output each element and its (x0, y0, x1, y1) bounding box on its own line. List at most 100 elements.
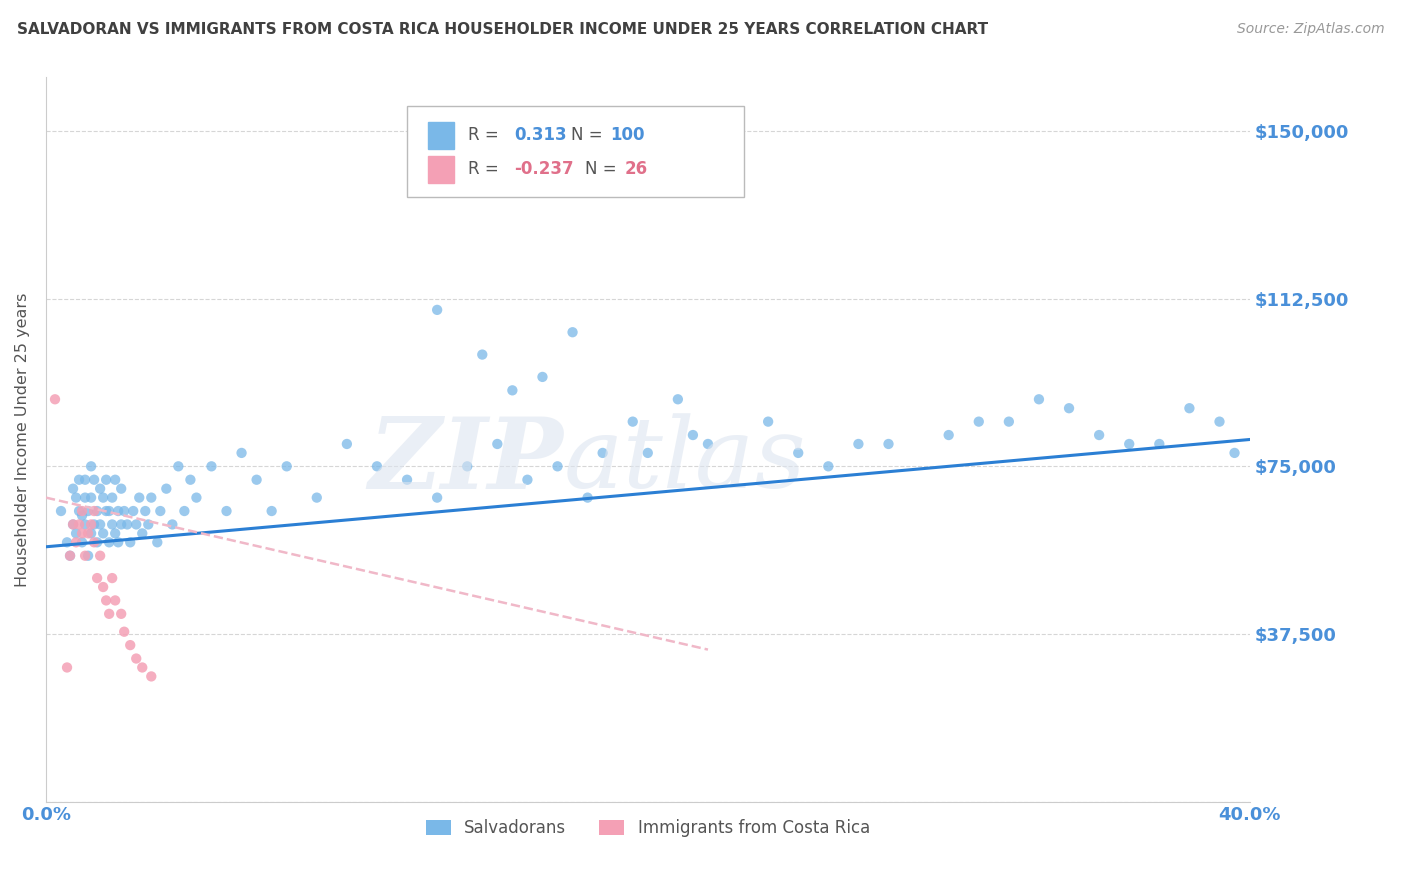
Point (576, 491, 599, 505)
Point (101, 517, 124, 532)
Point (162, 517, 184, 532)
Point (80, 491, 103, 505)
Text: 100: 100 (610, 127, 645, 145)
Point (120, 638, 142, 652)
Point (107, 504, 129, 518)
Point (59, 549, 82, 563)
Point (107, 535, 129, 549)
Point (91, 526, 114, 541)
Point (967, 415, 990, 429)
Text: N =: N = (585, 161, 621, 178)
Point (75, 491, 97, 505)
Point (136, 517, 159, 532)
Point (531, 370, 554, 384)
Point (83, 535, 105, 549)
Point (426, 302, 449, 317)
Point (141, 669, 163, 683)
Point (77, 549, 100, 563)
Point (70, 535, 93, 549)
Point (486, 437, 509, 451)
Point (260, 504, 283, 518)
Point (77, 526, 100, 541)
Point (65, 526, 87, 541)
Point (83, 504, 105, 518)
Point (173, 504, 195, 518)
Point (70, 504, 93, 518)
Point (621, 415, 644, 429)
Point (83, 517, 105, 532)
Point (128, 491, 150, 505)
Point (561, 325, 583, 339)
Point (155, 482, 177, 496)
Point (134, 504, 156, 518)
Point (276, 459, 298, 474)
Point (167, 459, 190, 474)
FancyBboxPatch shape (408, 106, 744, 197)
Point (666, 392, 689, 407)
Text: R =: R = (468, 161, 505, 178)
Point (49, 504, 72, 518)
Point (80, 526, 103, 541)
Point (141, 491, 163, 505)
Point (366, 459, 388, 474)
Bar (427, 121, 454, 149)
Point (75, 549, 97, 563)
Bar (427, 155, 454, 183)
Point (44, 392, 66, 407)
Point (501, 384, 523, 398)
Point (59, 549, 82, 563)
Point (91, 580, 114, 594)
Point (516, 473, 538, 487)
Point (125, 651, 148, 665)
Point (305, 491, 328, 505)
Point (62, 517, 84, 532)
Point (110, 607, 132, 621)
Point (186, 491, 208, 505)
Point (56, 660, 79, 674)
Point (104, 473, 127, 487)
Point (149, 504, 172, 518)
Point (592, 446, 614, 460)
Point (65, 491, 87, 505)
Point (110, 517, 132, 532)
Point (62, 482, 84, 496)
Point (1208, 415, 1230, 429)
Text: R =: R = (468, 127, 505, 145)
Point (1149, 437, 1171, 451)
Point (200, 459, 222, 474)
Point (89, 549, 111, 563)
Legend: Salvadorans, Immigrants from Costa Rica: Salvadorans, Immigrants from Costa Rica (419, 813, 876, 844)
Point (146, 535, 169, 549)
Point (115, 517, 138, 532)
Point (75, 517, 97, 532)
Text: ZIP: ZIP (368, 413, 564, 509)
Point (75, 473, 97, 487)
Point (86, 535, 108, 549)
Point (70, 508, 93, 523)
Text: SALVADORAN VS IMMIGRANTS FROM COSTA RICA HOUSEHOLDER INCOME UNDER 25 YEARS CORRE: SALVADORAN VS IMMIGRANTS FROM COSTA RICA… (17, 22, 988, 37)
Text: Source: ZipAtlas.com: Source: ZipAtlas.com (1237, 22, 1385, 37)
Point (86, 571, 108, 585)
Point (637, 446, 659, 460)
Point (70, 526, 93, 541)
Point (215, 504, 238, 518)
Point (179, 473, 201, 487)
Y-axis label: Householder Income Under 25 years: Householder Income Under 25 years (15, 293, 30, 587)
Point (98, 607, 121, 621)
Point (80, 517, 103, 532)
Text: atlas: atlas (564, 414, 806, 508)
Text: N =: N = (571, 127, 607, 145)
Point (1088, 428, 1111, 442)
Point (336, 437, 359, 451)
Point (938, 428, 960, 442)
Point (112, 624, 135, 639)
Point (94, 504, 117, 518)
Point (125, 517, 148, 532)
Point (682, 428, 704, 442)
Point (94, 473, 117, 487)
Point (1118, 437, 1140, 451)
Text: -0.237: -0.237 (515, 161, 574, 178)
Text: 26: 26 (624, 161, 648, 178)
Point (101, 491, 124, 505)
Point (98, 535, 121, 549)
